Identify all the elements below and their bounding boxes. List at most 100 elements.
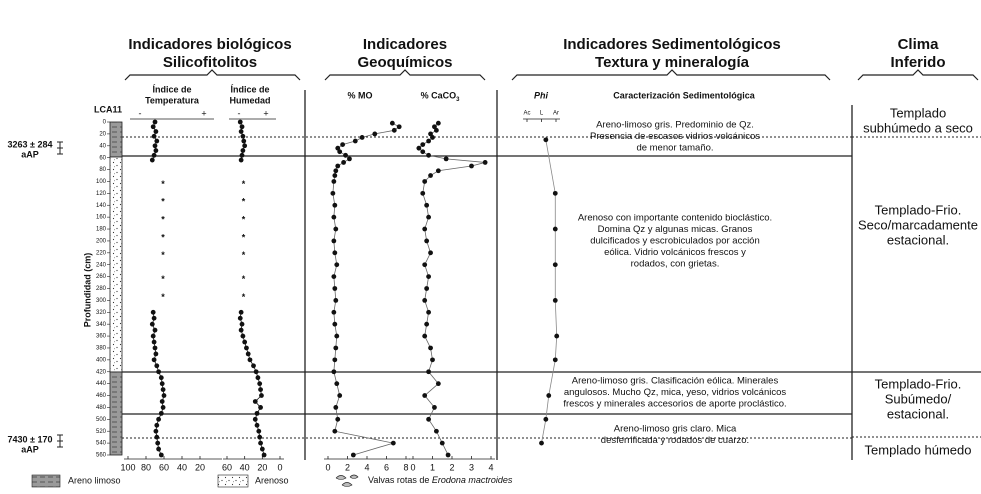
- depth-tick-label: 460: [96, 393, 107, 399]
- x-tick-label: 6: [384, 462, 389, 472]
- legend-label: Arenoso: [255, 475, 289, 485]
- data-point: [334, 381, 340, 387]
- core-name: LCA11: [94, 104, 122, 114]
- x-tick-label: 20: [257, 462, 267, 472]
- date-age: 3263 ± 284: [8, 139, 53, 149]
- depth-tick-label: 100: [96, 179, 107, 185]
- absent-marker: *: [242, 250, 246, 260]
- data-point: [239, 321, 245, 327]
- data-point: [153, 351, 159, 357]
- data-point: [150, 309, 156, 315]
- data-point: [152, 327, 158, 333]
- data-point: [259, 446, 265, 452]
- depth-axis-label: Profundidad (cm): [82, 253, 92, 328]
- data-point: [239, 124, 245, 130]
- data-point: [254, 410, 260, 416]
- data-point: [239, 152, 245, 158]
- data-point: [424, 238, 430, 244]
- depth-tick-label: 200: [96, 239, 107, 245]
- zone-description: eólica. Vidrio volcánicos frescos y: [604, 247, 746, 258]
- data-point: [154, 434, 160, 440]
- data-point: [151, 357, 157, 363]
- data-point: [426, 138, 431, 144]
- data-point: [420, 149, 426, 155]
- description-title: Caracterización Sedimentológica: [613, 90, 756, 100]
- depth-tick-label: 40: [99, 143, 106, 149]
- group-header: Indicadores biológicos: [128, 36, 291, 53]
- data-point: [422, 333, 428, 339]
- depth-tick-label: 520: [96, 429, 107, 435]
- data-point: [334, 262, 340, 268]
- data-point: [240, 333, 246, 339]
- data-point: [420, 190, 426, 196]
- climate-label: Seco/marcadamente: [858, 217, 978, 232]
- data-point: [426, 369, 431, 375]
- absent-marker: *: [161, 292, 165, 302]
- data-point: [156, 446, 162, 452]
- scale-sign: -: [139, 108, 142, 118]
- data-point: [445, 452, 451, 458]
- climate-label: Templado-Frio.: [875, 202, 962, 217]
- x-tick-label: 2: [345, 462, 350, 472]
- zone-description: dulcificados y escrobiculados por acción: [590, 236, 760, 247]
- x-tick-label: 1: [430, 462, 435, 472]
- panel-title: % CaCO3: [421, 90, 461, 102]
- data-point: [352, 138, 358, 144]
- data-point: [552, 357, 558, 363]
- data-point: [252, 416, 258, 422]
- data-point: [245, 351, 251, 357]
- depth-tick-label: 260: [96, 274, 107, 280]
- data-point: [238, 157, 244, 163]
- group-header: Textura y mineralogía: [595, 54, 750, 71]
- data-point: [149, 157, 155, 163]
- data-point: [330, 190, 336, 196]
- profile-line: [332, 122, 400, 456]
- data-point: [244, 345, 249, 351]
- data-point: [247, 357, 253, 363]
- zone-description: Areno-limoso gris. Predominio de Qz.: [596, 120, 754, 131]
- data-point: [434, 428, 439, 434]
- x-tick-label: 80: [141, 462, 151, 472]
- data-point: [333, 297, 339, 303]
- data-point: [254, 422, 260, 428]
- data-point: [332, 173, 338, 178]
- depth-tick-label: 400: [96, 357, 107, 363]
- data-point: [554, 333, 560, 339]
- depth-tick-label: 340: [96, 322, 107, 328]
- absent-marker: *: [161, 215, 165, 225]
- data-point: [258, 387, 263, 392]
- zone-description: desferrificada y rodados de cuarzo.: [601, 435, 749, 446]
- zone-description: Areno-limoso gris claro. Mica: [614, 424, 737, 435]
- profile-line: [541, 139, 558, 444]
- data-point: [422, 262, 428, 268]
- data-point: [335, 145, 341, 151]
- data-point: [439, 440, 445, 446]
- data-point: [158, 375, 164, 381]
- depth-tick-label: 360: [96, 334, 107, 340]
- data-point: [240, 148, 246, 153]
- data-point: [255, 375, 261, 381]
- data-point: [242, 339, 248, 345]
- x-tick-label: 3: [469, 462, 474, 472]
- data-point: [428, 173, 433, 178]
- data-point: [153, 129, 159, 134]
- depth-tick-label: 380: [96, 346, 107, 352]
- legend-taxon: Erodona mactroides: [432, 475, 513, 485]
- data-point: [242, 143, 248, 149]
- data-point: [552, 297, 558, 303]
- data-point: [332, 202, 338, 208]
- zone-description: Areno-limoso gris. Clasificación eólica.…: [572, 376, 779, 387]
- data-point: [428, 131, 433, 137]
- data-point: [552, 226, 558, 232]
- panel-title-sub: 3: [456, 97, 460, 103]
- x-tick-label: 60: [159, 462, 169, 472]
- data-point: [428, 250, 433, 256]
- date-error-bars: [57, 141, 63, 448]
- zone-description: de menor tamaño.: [636, 143, 713, 154]
- data-point: [552, 262, 558, 268]
- data-point: [154, 363, 160, 369]
- data-point: [331, 309, 337, 315]
- depth-tick-label: 560: [96, 453, 107, 459]
- data-point: [390, 440, 396, 446]
